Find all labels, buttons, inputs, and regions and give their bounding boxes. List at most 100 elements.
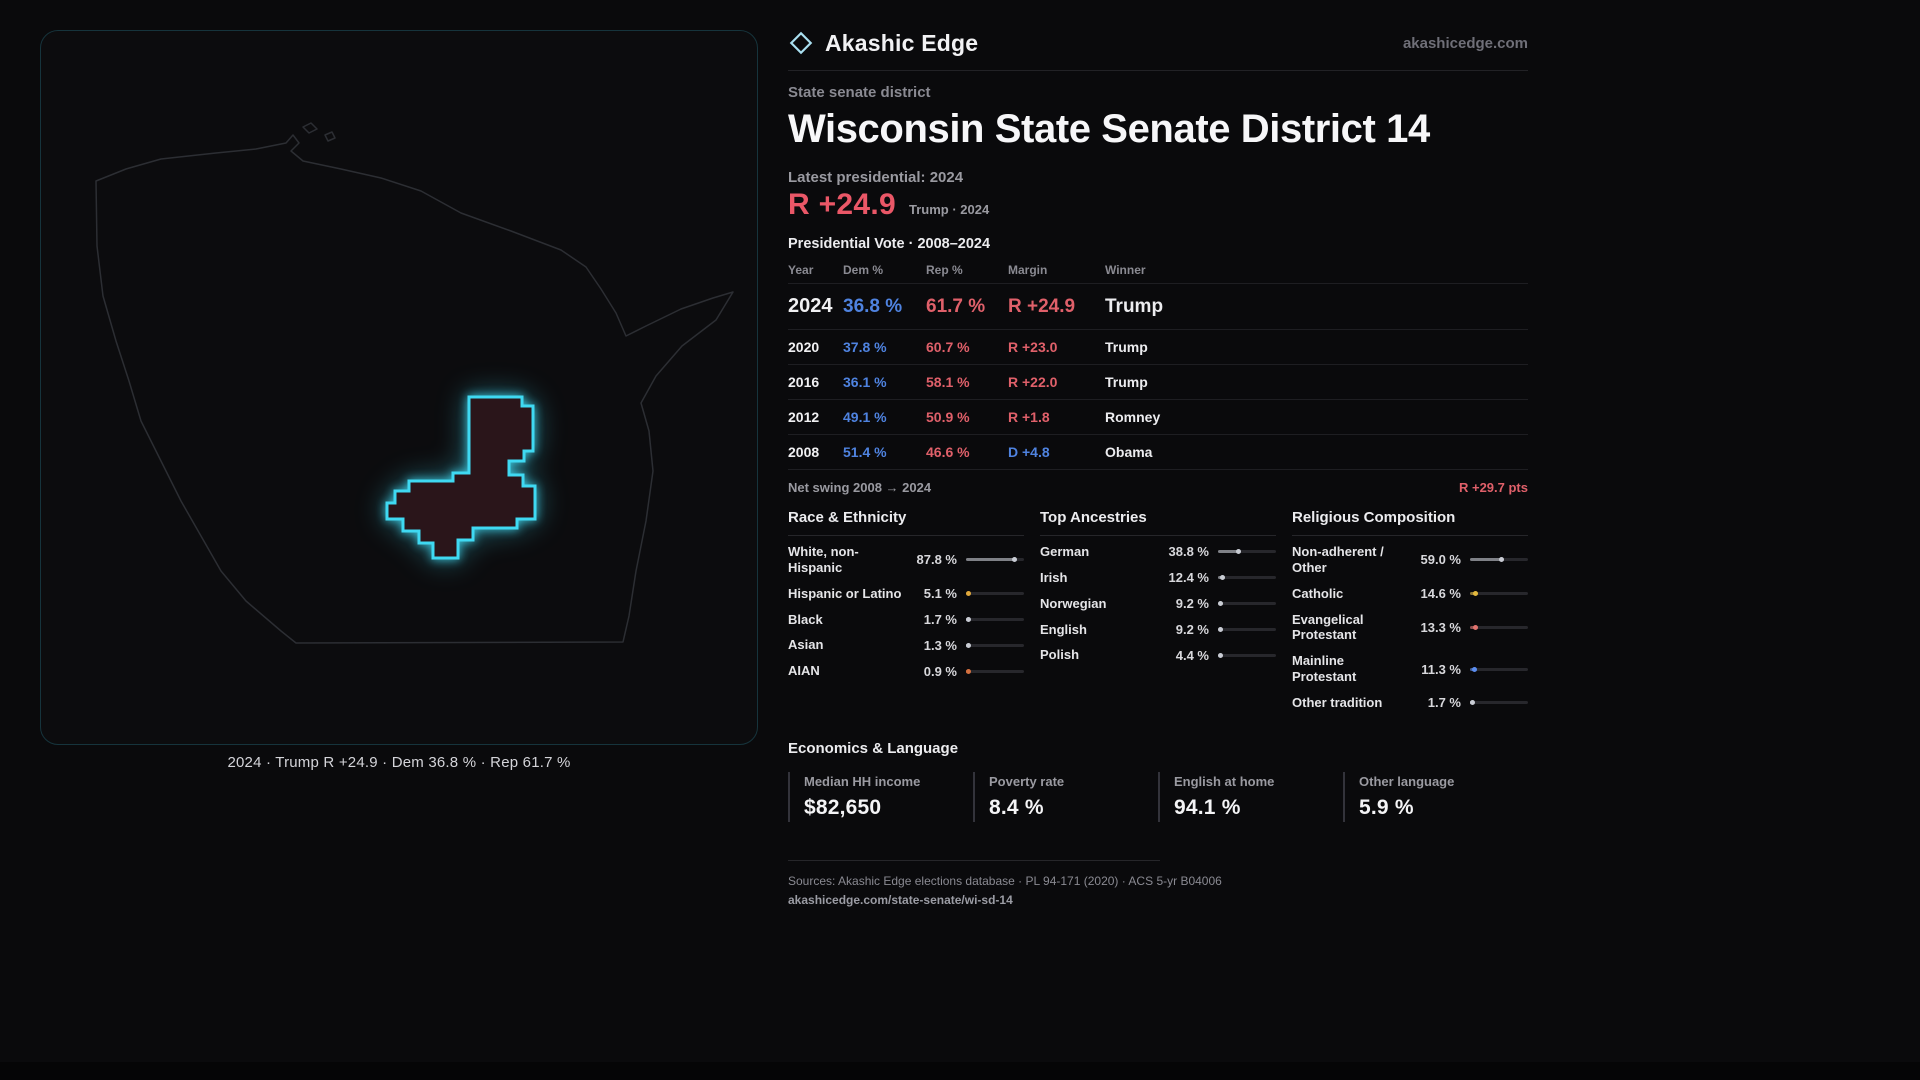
demo-bar	[1218, 575, 1276, 581]
vote-dem-pct: 49.1 %	[843, 409, 887, 425]
permalink[interactable]: akashicedge.com/state-senate/wi-sd-14	[788, 892, 1013, 907]
vote-margin: R +1.8	[1008, 409, 1050, 425]
header: Akashic Edge akashicedge.com	[788, 24, 1528, 62]
vote-table-header-row: Year Dem % Rep % Margin Winner	[788, 256, 1528, 284]
stat-value: 8.4 %	[989, 795, 1044, 819]
demo-label: Evangelical Protestant	[1292, 611, 1364, 643]
district-map-panel	[40, 30, 758, 745]
demo-row: Irish 12.4 %	[1040, 565, 1276, 591]
vote-row-2020: 2020 37.8 % 60.7 % R +23.0 Trump	[788, 330, 1528, 365]
vote-margin: D +4.8	[1008, 444, 1050, 460]
stat-english-at-home: English at home 94.1 %	[1158, 771, 1343, 822]
ancestries-title: Top Ancestries	[1040, 509, 1276, 536]
latest-margin-detail: Trump · 2024	[909, 202, 990, 217]
vote-dem-pct: 36.1 %	[843, 374, 887, 390]
demo-label: Norwegian	[1040, 595, 1107, 611]
footer-divider	[788, 859, 1160, 861]
demo-label: Non-adherent / Other	[1292, 544, 1384, 575]
stat-label: Median HH income	[804, 773, 921, 789]
stat-median-income: Median HH income $82,650	[788, 771, 973, 822]
demo-label: German	[1040, 544, 1090, 559]
vote-year: 2012	[788, 409, 820, 425]
demo-row: Black 1.7 %	[788, 607, 1024, 633]
demo-row: German 38.8 %	[1040, 539, 1276, 565]
vote-winner: Obama	[1105, 444, 1153, 460]
demo-bar	[966, 642, 1024, 648]
stat-label: English at home	[1174, 773, 1275, 789]
stat-other-language: Other language 5.9 %	[1343, 771, 1528, 822]
vote-rep-pct: 46.6 %	[926, 444, 970, 460]
demo-row: White, non-Hispanic 87.8 %	[788, 539, 1024, 581]
demo-row: Evangelical Protestant 13.3 %	[1292, 607, 1528, 649]
demo-value: 87.8 %	[916, 552, 957, 568]
stat-value: 5.9 %	[1359, 795, 1414, 819]
apostle-islands-outline	[302, 122, 336, 142]
demo-bar	[966, 668, 1024, 674]
demo-label: Mainline Protestant	[1292, 653, 1357, 685]
col-header-winner: Winner	[1105, 263, 1146, 277]
col-header-year: Year	[788, 263, 814, 277]
wisconsin-map	[95, 122, 734, 644]
demo-row: Asian 1.3 %	[788, 632, 1024, 658]
district-14-shape	[385, 395, 537, 560]
net-swing-label: Net swing 2008 → 2024	[788, 480, 932, 495]
stat-value: $82,650	[804, 795, 882, 819]
vote-table-title: Presidential Vote · 2008–2024	[788, 236, 991, 252]
demo-bar	[1470, 591, 1528, 597]
net-swing-row: Net swing 2008 → 2024 R +29.7 pts	[788, 470, 1528, 501]
district-category: State senate district	[788, 84, 931, 101]
demo-row: Catholic 14.6 %	[1292, 581, 1528, 607]
header-divider	[788, 70, 1528, 71]
brand-name: Akashic Edge	[825, 29, 979, 56]
demo-row: Non-adherent / Other 59.0 %	[1292, 539, 1528, 581]
vote-dem-pct: 36.8 %	[843, 295, 903, 317]
demo-bar	[966, 617, 1024, 622]
vote-rep-pct: 50.9 %	[926, 409, 970, 425]
race-ethnicity-column: Race & Ethnicity White, non-Hispanic 87.…	[788, 509, 1024, 716]
economics-title: Economics & Language	[788, 739, 959, 757]
demo-value: 1.7 %	[1427, 695, 1461, 711]
vote-dem-pct: 51.4 %	[843, 444, 887, 460]
data-panel: Akashic Edge akashicedge.com State senat…	[788, 24, 1528, 907]
stat-poverty-rate: Poverty rate 8.4 %	[973, 771, 1158, 822]
vote-row-2012: 2012 49.1 % 50.9 % R +1.8 Romney	[788, 400, 1528, 435]
demo-label: Hispanic or Latino	[788, 585, 902, 601]
demo-value: 0.9 %	[923, 663, 957, 679]
demo-value: 11.3 %	[1421, 661, 1461, 677]
vote-dem-pct: 37.8 %	[843, 339, 887, 355]
demo-value: 13.3 %	[1420, 619, 1461, 635]
wisconsin-state-outline	[95, 134, 734, 644]
demo-bar	[1470, 666, 1528, 672]
latest-margin-value: R +24.9	[788, 188, 897, 221]
vote-winner: Romney	[1105, 409, 1161, 425]
demo-bar	[966, 557, 1024, 563]
race-ethnicity-title: Race & Ethnicity	[788, 509, 1024, 536]
demo-value: 1.7 %	[923, 612, 957, 627]
demo-label: White, non-Hispanic	[788, 544, 859, 575]
demo-label: Irish	[1040, 569, 1068, 585]
vote-year: 2016	[788, 374, 820, 390]
demo-bar	[966, 591, 1024, 597]
economics-stats: Median HH income $82,650 Poverty rate 8.…	[788, 771, 1528, 822]
presidential-vote-table: Year Dem % Rep % Margin Winner 2024 36.8…	[788, 256, 1528, 470]
vote-year: 2008	[788, 444, 820, 460]
demo-bar	[1470, 624, 1528, 630]
vote-year: 2020	[788, 339, 820, 355]
vote-margin: R +24.9	[1008, 295, 1076, 317]
vote-row-2008: 2008 51.4 % 46.6 % D +4.8 Obama	[788, 435, 1528, 470]
demo-value: 59.0 %	[1420, 552, 1461, 568]
demo-label: Polish	[1040, 647, 1080, 663]
site-link[interactable]: akashicedge.com	[1402, 34, 1528, 52]
demo-label: Asian	[788, 637, 824, 653]
demographics-section: Race & Ethnicity White, non-Hispanic 87.…	[788, 509, 1528, 716]
vote-margin: R +23.0	[1008, 339, 1058, 355]
demo-bar	[1218, 549, 1276, 555]
vote-row-2016: 2016 36.1 % 58.1 % R +22.0 Trump	[788, 365, 1528, 400]
vote-winner: Trump	[1105, 295, 1164, 317]
latest-margin-row: R +24.9 Trump · 2024	[788, 188, 1528, 222]
demo-label: AIAN	[788, 663, 820, 679]
vote-year: 2024	[788, 295, 833, 317]
demo-bar	[1218, 627, 1276, 632]
demo-label: Other tradition	[1292, 695, 1383, 711]
